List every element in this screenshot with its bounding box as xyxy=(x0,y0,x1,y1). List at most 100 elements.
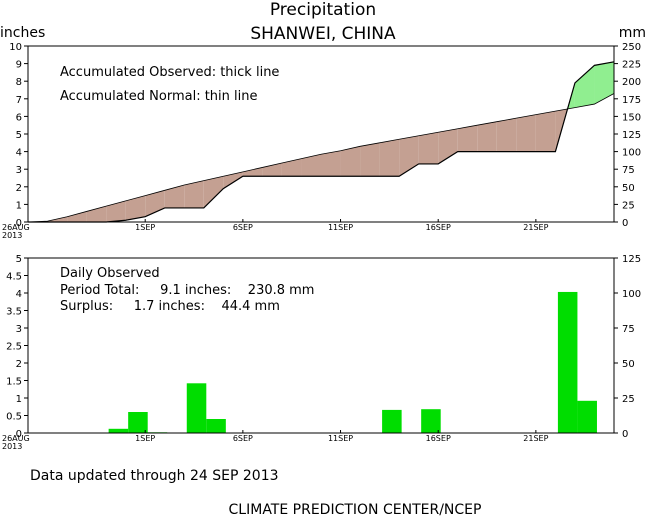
deficit-area xyxy=(418,132,439,164)
annotation-observed: Accumulated Observed: thick line xyxy=(60,65,279,80)
surplus-area xyxy=(594,61,614,105)
bottom-ytick-right-label: 50 xyxy=(622,359,635,370)
top-xtick-label: 1SEP xyxy=(135,223,155,232)
bottom-ytick-right-label: 75 xyxy=(622,324,635,335)
deficit-area xyxy=(535,111,556,152)
top-xtick-label: 16SEP xyxy=(426,223,451,232)
annotation-period-total: Period Total: 9.1 inches: 230.8 mm xyxy=(60,283,314,298)
deficit-area xyxy=(457,125,478,152)
top-ytick-right-label: 100 xyxy=(622,148,641,159)
daily-bar xyxy=(577,400,597,433)
bottom-ytick-right-label: 0 xyxy=(622,429,628,440)
bottom-ytick-left-label: 1.5 xyxy=(6,377,22,388)
daily-bar xyxy=(382,409,402,433)
daily-bar xyxy=(206,419,226,433)
deficit-area xyxy=(262,163,282,177)
top-ytick-right-label: 25 xyxy=(622,200,635,211)
top-xtick-label: 21SEP xyxy=(523,223,548,232)
daily-bar xyxy=(128,412,148,433)
chart-subtitle: SHANWEI, CHINA xyxy=(250,24,396,44)
bottom-ytick-left-label: 0 xyxy=(16,429,22,440)
bottom-ytick-left-label: 0.5 xyxy=(6,412,22,423)
top-xtick-label: 6SEP xyxy=(233,223,253,232)
deficit-area xyxy=(203,176,224,208)
bottom-ytick-right-label: 100 xyxy=(622,289,641,300)
deficit-area xyxy=(516,114,536,152)
deficit-area xyxy=(360,142,380,177)
observed-line xyxy=(28,61,615,223)
deficit-area xyxy=(281,158,302,177)
deficit-area xyxy=(399,135,419,177)
top-ytick-left-label: 4 xyxy=(16,148,22,159)
deficit-area xyxy=(477,121,497,152)
chart-title: Precipitation xyxy=(270,0,376,20)
top-ytick-left-label: 1 xyxy=(16,200,22,211)
bottom-ytick-left-label: 3.5 xyxy=(6,307,22,318)
top-ytick-left-label: 2 xyxy=(16,183,22,194)
deficit-area xyxy=(340,146,361,177)
bottom-xtick-label: 21SEP xyxy=(523,434,548,443)
top-ytick-right-label: 0 xyxy=(622,218,628,229)
bottom-xtick-label: 2013 xyxy=(2,442,22,451)
bottom-xtick-label: 11SEP xyxy=(328,434,353,443)
daily-panel: 00.511.522.533.544.55025507510012526AUG2… xyxy=(2,254,641,451)
top-ytick-left-label: 10 xyxy=(9,42,22,53)
top-ytick-right-label: 50 xyxy=(622,183,635,194)
credit-label: CLIMATE PREDICTION CENTER/NCEP xyxy=(229,502,482,518)
bottom-ytick-left-label: 2.5 xyxy=(6,342,22,353)
deficit-area xyxy=(496,118,517,152)
top-xtick-label: 2013 xyxy=(2,231,22,240)
deficit-area xyxy=(301,154,321,177)
deficit-area xyxy=(164,185,185,208)
bottom-xtick-label: 1SEP xyxy=(135,434,155,443)
top-xtick-label: 11SEP xyxy=(328,223,353,232)
daily-bar xyxy=(557,291,578,433)
bottom-ytick-right-label: 125 xyxy=(622,254,641,265)
bottom-ytick-left-label: 1 xyxy=(16,394,22,405)
top-ytick-right-label: 175 xyxy=(622,95,641,106)
daily-bar xyxy=(108,428,129,433)
annotation-normal: Accumulated Normal: thin line xyxy=(60,89,258,104)
deficit-area xyxy=(242,167,263,177)
bottom-xtick-label: 6SEP xyxy=(233,434,253,443)
deficit-area xyxy=(379,139,400,177)
top-ytick-left-label: 7 xyxy=(16,95,22,106)
top-ytick-right-label: 125 xyxy=(622,130,641,141)
deficit-area xyxy=(125,195,146,221)
top-ytick-left-label: 3 xyxy=(16,165,22,176)
top-ytick-left-label: 8 xyxy=(16,77,22,88)
annotation-surplus: Surplus: 1.7 inches: 44.4 mm xyxy=(60,299,280,314)
top-ytick-left-label: 5 xyxy=(16,130,22,141)
bottom-ytick-left-label: 4.5 xyxy=(6,272,22,283)
bottom-ytick-left-label: 3 xyxy=(16,324,22,335)
deficit-area xyxy=(223,171,243,189)
deficit-area xyxy=(438,128,458,164)
annotation-daily: Daily Observed xyxy=(60,266,160,281)
top-ytick-right-label: 75 xyxy=(622,165,635,176)
normal-line xyxy=(27,93,615,223)
deficit-area xyxy=(184,180,204,208)
deficit-area xyxy=(86,206,107,222)
top-ytick-left-label: 6 xyxy=(16,112,22,123)
surplus-area xyxy=(574,65,595,108)
updated-label: Data updated through 24 SEP 2013 xyxy=(30,468,279,484)
top-ytick-right-label: 250 xyxy=(622,42,641,53)
daily-bar xyxy=(421,409,441,433)
top-xtick-label: 26AUG xyxy=(2,223,30,232)
unit-left-label: inches xyxy=(0,25,45,41)
bottom-ytick-left-label: 2 xyxy=(16,359,22,370)
top-ytick-right-label: 225 xyxy=(622,60,641,71)
unit-right-label: mm xyxy=(619,25,646,41)
top-ytick-left-label: 9 xyxy=(16,60,22,71)
accumulated-panel: 0123456789100255075100125150175200225250… xyxy=(2,42,641,240)
deficit-area xyxy=(67,211,87,222)
bottom-ytick-left-label: 4 xyxy=(16,289,22,300)
top-ytick-left-label: 0 xyxy=(16,218,22,229)
bottom-ytick-right-label: 25 xyxy=(622,394,635,405)
top-ytick-right-label: 200 xyxy=(622,77,641,88)
deficit-area xyxy=(321,150,341,177)
daily-bar xyxy=(186,383,207,433)
deficit-area xyxy=(106,200,126,222)
bottom-xtick-label: 16SEP xyxy=(426,434,451,443)
